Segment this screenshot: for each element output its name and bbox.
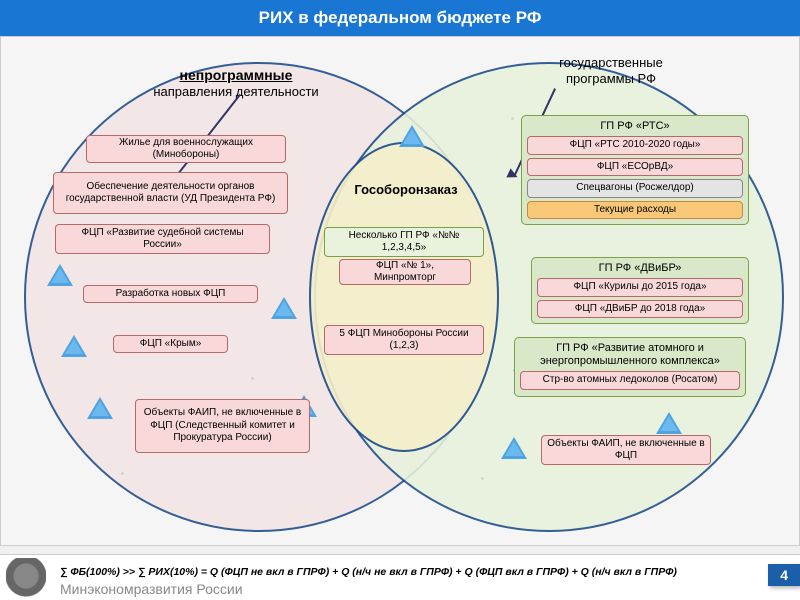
triangle-marker-7 [501,437,527,459]
right-label-line2: программы РФ [566,71,656,86]
footer: ∑ ФБ(100%) >> ∑ РИХ(10%) = Q (ФЦП не вкл… [0,554,800,600]
triangle-marker-3 [61,335,87,357]
group-0-item-2: Спецвагоны (Росжелдор) [527,179,743,198]
right-group-1: ГП РФ «ДВиБР» ФЦП «Курилы до 2015 года» ФЦ… [531,257,749,324]
triangle-marker-8 [656,412,682,434]
center-box-2: 5 ФЦП Минобороны России (1,2,3) [324,325,484,355]
right-group-2: ГП РФ «Развитие атомного и энергопромышл… [514,337,746,397]
triangle-marker-1 [47,264,73,286]
left-box-2: ФЦП «Развитие судебной системы России» [55,224,270,254]
ministry-label: Минэкономразвития России [60,581,243,597]
group-title-2: ГП РФ «Развитие атомного и энергопромышл… [520,342,740,368]
group-title-0: ГП РФ «РТС» [527,120,743,133]
group-0-item-3: Текущие расходы [527,201,743,220]
right-label-line1: государственные [559,55,663,70]
group-1-item-1: ФЦП «ДВиБР до 2018 года» [537,300,743,319]
triangle-marker-0 [399,125,425,147]
page-number: 4 [768,564,800,586]
center-box-1: ФЦП «№ 1», Минпромторг [339,259,471,285]
right-loose-box: Объекты ФАИП, не включенные в ФЦП [541,435,711,465]
right-label: государственные программы РФ [501,55,721,86]
page-title: РИХ в федеральном бюджете РФ [0,0,800,36]
group-0-item-0: ФЦП «РТС 2010-2020 годы» [527,136,743,155]
triangle-marker-4 [87,397,113,419]
emblem-icon [6,558,46,598]
group-title-1: ГП РФ «ДВиБР» [537,262,743,275]
group-0-item-1: ФЦП «ЕСОрВД» [527,158,743,177]
center-box-0: Несколько ГП РФ «№№ 1,2,3,4,5» [324,227,484,257]
left-label-line1: непрограммные [180,67,293,83]
triangle-marker-2 [271,297,297,319]
left-box-1: Обеспечение деятельности органов государ… [53,172,288,214]
center-label: Гособоронзаказ [341,182,471,198]
group-1-item-0: ФЦП «Курилы до 2015 года» [537,278,743,297]
right-group-0: ГП РФ «РТС» ФЦП «РТС 2010-2020 годы» ФЦП «… [521,115,749,225]
left-box-4: ФЦП «Крым» [113,335,228,353]
left-box-5: Объекты ФАИП, не включенные в ФЦП (Следс… [135,399,310,453]
left-label-line2: направления деятельности [153,84,318,99]
left-box-0: Жилье для военнослужащих (Минобороны) [86,135,286,163]
group-2-item-0: Стр-во атомных ледоколов (Росатом) [520,371,740,390]
formula-text: ∑ ФБ(100%) >> ∑ РИХ(10%) = Q (ФЦП не вкл… [60,566,790,578]
venn-diagram: непрограммные направления деятельности г… [0,36,800,546]
left-label: непрограммные направления деятельности [116,67,356,99]
left-box-3: Разработка новых ФЦП [83,285,258,303]
